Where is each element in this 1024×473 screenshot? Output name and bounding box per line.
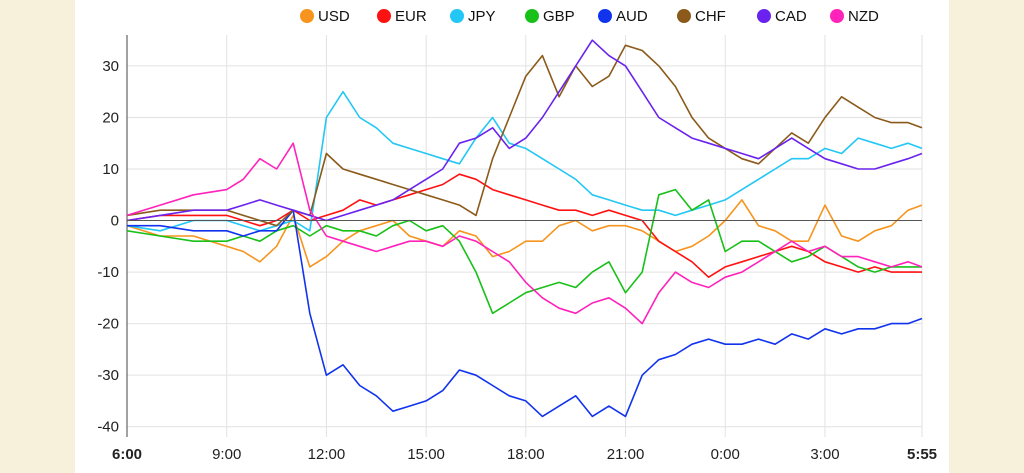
x-tick-label: 12:00 bbox=[308, 446, 346, 463]
x-tick-label: 18:00 bbox=[507, 446, 545, 463]
x-tick-label: 6:00 bbox=[112, 446, 142, 463]
legend-label-usd: USD bbox=[318, 8, 350, 25]
legend-label-cad: CAD bbox=[775, 8, 807, 25]
y-tick-label: -40 bbox=[97, 419, 119, 436]
y-tick-label: -20 bbox=[97, 316, 119, 333]
chart-panel: 30 20 10 0 -10 -20 -30 -40 6:00 9:00 12:00 15:00 18:… bbox=[75, 0, 949, 473]
x-tick-label: 9:00 bbox=[212, 446, 241, 463]
x-tick-label: 5:55 bbox=[907, 446, 937, 463]
series-line-usd bbox=[126, 199, 923, 268]
series-line-gbp bbox=[126, 188, 922, 315]
series-line-cad bbox=[126, 39, 923, 222]
x-tick-label: 3:00 bbox=[810, 446, 839, 463]
legend-label-nzd: NZD bbox=[848, 8, 879, 25]
y-tick-label: 0 bbox=[111, 213, 119, 230]
series-line-aud bbox=[127, 209, 923, 418]
y-tick-label: 30 bbox=[102, 58, 119, 75]
legend-swatch-eur bbox=[377, 9, 391, 23]
series-line-eur bbox=[126, 173, 922, 279]
legend-label-chf: CHF bbox=[695, 8, 726, 25]
legend-label-jpy: JPY bbox=[468, 8, 496, 25]
series-line-nzd bbox=[126, 142, 923, 325]
y-tick-label: -10 bbox=[97, 264, 119, 281]
y-tick-label: -30 bbox=[97, 367, 119, 384]
legend-swatch-usd bbox=[300, 9, 314, 23]
legend-label-aud: AUD bbox=[616, 8, 648, 25]
legend-label-gbp: GBP bbox=[543, 8, 575, 25]
legend-swatch-cad bbox=[757, 9, 771, 23]
x-tick-label: 21:00 bbox=[607, 446, 645, 463]
legend-label-eur: EUR bbox=[395, 8, 427, 25]
y-tick-label: 10 bbox=[102, 161, 119, 178]
legend-swatch-aud bbox=[598, 9, 612, 23]
x-tick-label: 0:00 bbox=[711, 446, 740, 463]
line-chart: 30 20 10 0 -10 -20 -30 -40 6:00 9:00 12:00 15:00 18:… bbox=[97, 8, 937, 463]
y-tick-label: 20 bbox=[102, 109, 119, 126]
legend-swatch-chf bbox=[677, 9, 691, 23]
legend-swatch-jpy bbox=[450, 9, 464, 23]
series-line-jpy bbox=[126, 90, 923, 232]
x-tick-label: 15:00 bbox=[407, 446, 445, 463]
series-line-chf bbox=[126, 44, 923, 227]
legend-swatch-gbp bbox=[525, 9, 539, 23]
legend-swatch-nzd bbox=[830, 9, 844, 23]
